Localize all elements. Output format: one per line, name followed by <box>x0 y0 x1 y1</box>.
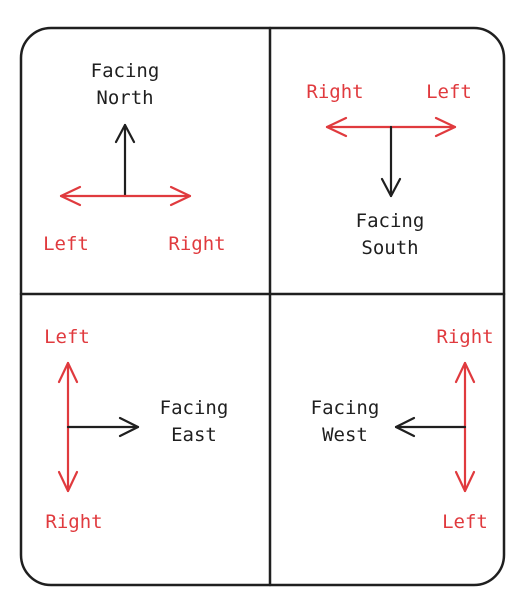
east-left-label: Left <box>44 326 90 348</box>
west-facing-label-line2: West <box>322 424 368 446</box>
south-forward-arrow <box>380 125 402 198</box>
north-right-label: Right <box>168 233 225 255</box>
north-forward-arrow <box>114 123 136 198</box>
west-right-label: Right <box>436 326 493 348</box>
north-facing-label-line1: Facing <box>91 60 160 82</box>
west-facing-label-line1: Facing <box>311 397 380 419</box>
south-facing-label-line2: South <box>361 237 418 259</box>
panel-facing-north: Facing North Left Right <box>43 60 225 255</box>
north-facing-label-line2: North <box>96 87 153 109</box>
east-forward-arrow <box>66 416 140 438</box>
west-left-label: Left <box>442 511 488 533</box>
outer-border <box>19 26 506 587</box>
west-forward-arrow <box>394 416 467 438</box>
north-left-right-arrow <box>59 185 192 207</box>
panel-facing-east: Left Facing East Right <box>44 326 228 533</box>
east-right-label: Right <box>45 511 102 533</box>
east-facing-label-line1: Facing <box>160 397 229 419</box>
panel-facing-south: Right Left Facing South <box>306 81 471 259</box>
south-left-label: Left <box>426 81 472 103</box>
north-left-label: Left <box>43 233 89 255</box>
south-right-label: Right <box>306 81 363 103</box>
south-facing-label-line1: Facing <box>356 210 425 232</box>
diagram-frame <box>19 26 506 587</box>
panel-facing-west: Right Facing West Left <box>311 326 494 533</box>
east-facing-label-line2: East <box>171 424 217 446</box>
